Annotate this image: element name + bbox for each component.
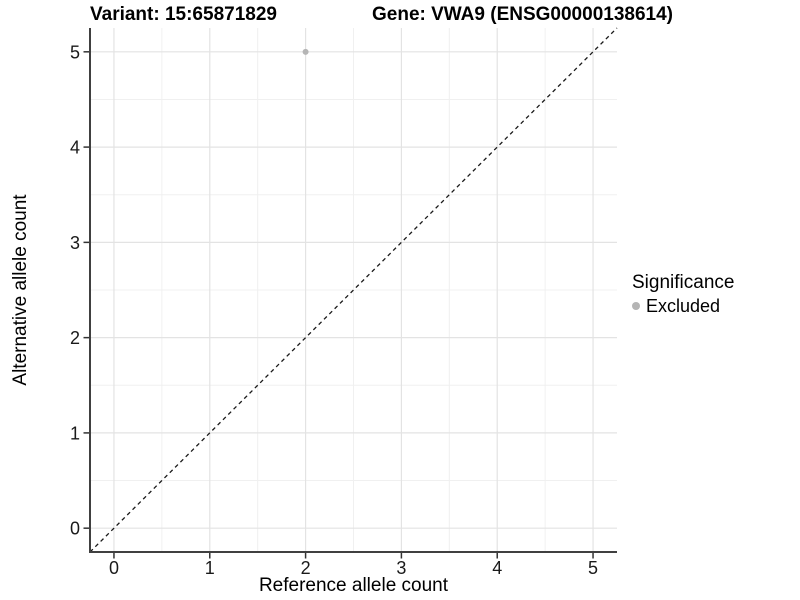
x-axis-title: Reference allele count [258,575,449,596]
y-tick-label: 1 [70,423,80,443]
gene-title: Gene: VWA9 (ENSG00000138614) [372,4,673,25]
x-tick-label: 3 [396,558,406,578]
identity-line [89,27,618,553]
legend-item-excluded: Excluded [632,295,734,317]
legend-title: Significance [632,272,735,293]
x-tick-label: 0 [109,558,119,578]
y-tick-label: 3 [70,233,80,253]
variant-title: Variant: 15:65871829 [90,4,277,25]
legend: Significance Excluded [632,271,734,317]
data-point [302,48,309,55]
x-tick-label: 1 [205,558,215,578]
legend-point-icon [632,302,640,310]
y-tick-label: 5 [70,42,80,62]
y-tick-label: 4 [70,138,80,158]
x-tick-label: 5 [588,558,598,578]
x-tick-label: 2 [301,558,311,578]
y-axis-title: Alternative allele count [10,194,31,386]
x-tick-label: 4 [492,558,502,578]
legend-item-label: Excluded [646,296,721,316]
y-tick-label: 2 [70,328,80,348]
y-tick-label: 0 [70,519,80,539]
